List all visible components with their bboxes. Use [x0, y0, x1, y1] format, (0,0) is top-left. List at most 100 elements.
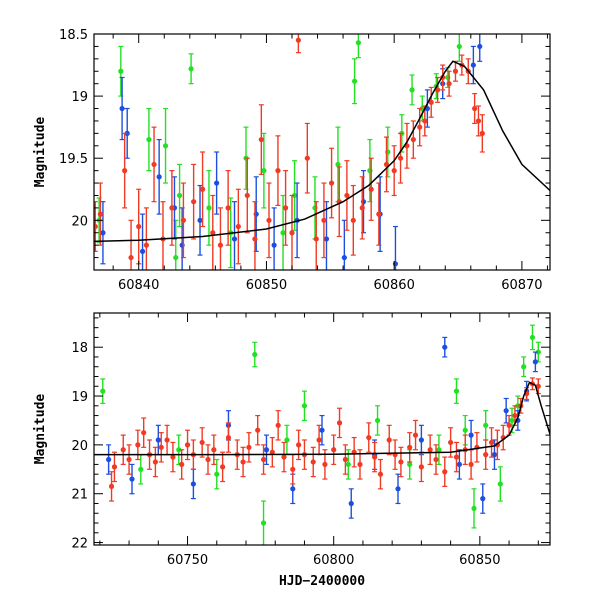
- data-point: [488, 439, 495, 446]
- data-point: [100, 230, 106, 236]
- data-point: [179, 461, 185, 468]
- x-axis-label: HJD−2400000: [279, 574, 365, 589]
- data-point: [410, 136, 416, 143]
- data-point: [512, 412, 518, 419]
- data-point: [266, 217, 272, 223]
- model-curve: [94, 381, 550, 456]
- data-point: [141, 430, 147, 436]
- data-point: [310, 459, 316, 465]
- data-point: [176, 192, 183, 199]
- data-point: [284, 437, 290, 443]
- data-point: [359, 205, 365, 211]
- data-point: [220, 464, 226, 470]
- y-tick-label: 20: [71, 214, 88, 229]
- data-point: [491, 452, 498, 458]
- data-point: [319, 427, 325, 433]
- data-point: [205, 456, 211, 463]
- data-point: [281, 454, 287, 460]
- data-point: [418, 437, 424, 443]
- data-point: [471, 505, 477, 511]
- data-point: [392, 261, 399, 267]
- data-point: [506, 422, 512, 428]
- data-point: [345, 461, 351, 468]
- data-point: [483, 452, 489, 458]
- y-tick-label: 19.5: [59, 152, 88, 167]
- series-green: [96, 34, 462, 270]
- data-point: [275, 422, 281, 428]
- data-point: [418, 464, 424, 470]
- data-point: [235, 223, 241, 230]
- data-point: [211, 447, 217, 453]
- data-point: [225, 205, 231, 211]
- data-point: [366, 434, 372, 441]
- data-point: [197, 217, 203, 223]
- series-red: [94, 34, 485, 270]
- data-point: [260, 456, 267, 463]
- data-point: [532, 359, 538, 365]
- data-point: [301, 403, 308, 409]
- data-point: [156, 174, 162, 180]
- x-tick-label: 60800: [313, 553, 354, 568]
- data-point: [252, 236, 258, 242]
- data-point: [336, 420, 343, 426]
- y-tick-label: 18.5: [59, 28, 88, 43]
- plot-frame: [93, 33, 551, 271]
- data-point: [442, 344, 448, 350]
- x-tick-label: 60840: [118, 278, 159, 293]
- data-point: [456, 461, 462, 468]
- data-point: [290, 486, 296, 492]
- data-point: [397, 155, 404, 161]
- data-point: [124, 130, 130, 136]
- data-point: [206, 205, 212, 211]
- data-point: [126, 456, 132, 463]
- data-point: [497, 481, 503, 487]
- data-point: [453, 388, 460, 394]
- data-point: [386, 437, 392, 443]
- data-point: [184, 442, 191, 448]
- data-point: [120, 447, 126, 453]
- data-point: [391, 168, 397, 174]
- data-point: [407, 444, 413, 450]
- data-point: [210, 230, 216, 236]
- data-point: [255, 427, 261, 433]
- plot-area: [94, 34, 550, 270]
- data-point: [289, 230, 295, 236]
- data-point: [313, 236, 319, 242]
- data-point: [252, 351, 258, 358]
- data-point: [199, 439, 205, 446]
- data-point: [100, 388, 106, 394]
- data-point: [188, 66, 194, 72]
- data-point: [158, 444, 164, 450]
- data-point: [446, 81, 452, 87]
- data-point: [368, 186, 374, 192]
- data-point: [106, 456, 112, 463]
- data-point: [291, 192, 298, 199]
- data-point: [191, 199, 197, 205]
- data-point: [180, 217, 187, 223]
- data-point: [240, 459, 246, 465]
- data-point: [290, 466, 296, 472]
- data-point: [152, 459, 158, 465]
- data-point: [348, 500, 354, 507]
- data-point: [477, 43, 483, 50]
- data-point: [295, 37, 301, 43]
- data-point: [155, 437, 161, 443]
- data-point: [296, 442, 302, 448]
- y-tick-label: 19: [71, 90, 88, 105]
- data-point: [341, 254, 347, 261]
- data-point: [217, 242, 224, 248]
- data-point: [170, 454, 176, 460]
- data-point: [164, 437, 170, 443]
- data-point: [456, 43, 462, 50]
- data-point: [376, 211, 382, 217]
- data-point: [128, 254, 134, 261]
- plot-area: [94, 324, 550, 545]
- data-point: [535, 383, 541, 389]
- data-point: [246, 444, 252, 450]
- data-point: [214, 471, 220, 477]
- data-point: [479, 130, 485, 136]
- data-point: [335, 161, 341, 168]
- x-tick-label: 60750: [167, 553, 208, 568]
- data-point: [383, 161, 390, 168]
- data-point: [355, 40, 362, 46]
